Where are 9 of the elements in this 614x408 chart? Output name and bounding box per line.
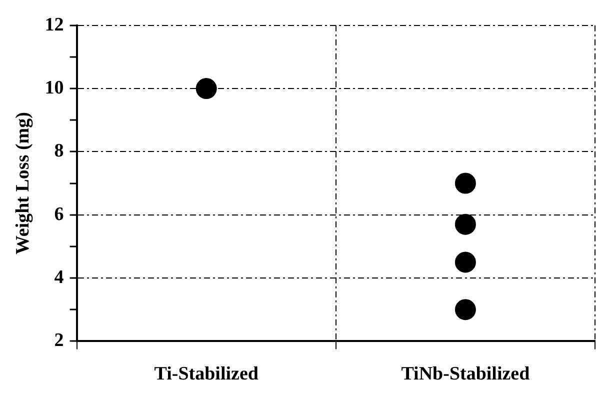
y-tick-label: 4	[54, 266, 64, 288]
y-tick-label: 8	[54, 140, 64, 162]
x-tick-label: TiNb-Stabilized	[401, 364, 530, 385]
y-axis-title: Weight Loss (mg)	[12, 112, 34, 255]
y-tick-label: 10	[44, 77, 64, 98]
y-tick-label: 12	[44, 14, 64, 36]
x-tick-label: Ti-Stabilized	[154, 364, 259, 385]
y-tick-label: 6	[54, 204, 64, 225]
y-tick-label: 2	[54, 330, 64, 352]
